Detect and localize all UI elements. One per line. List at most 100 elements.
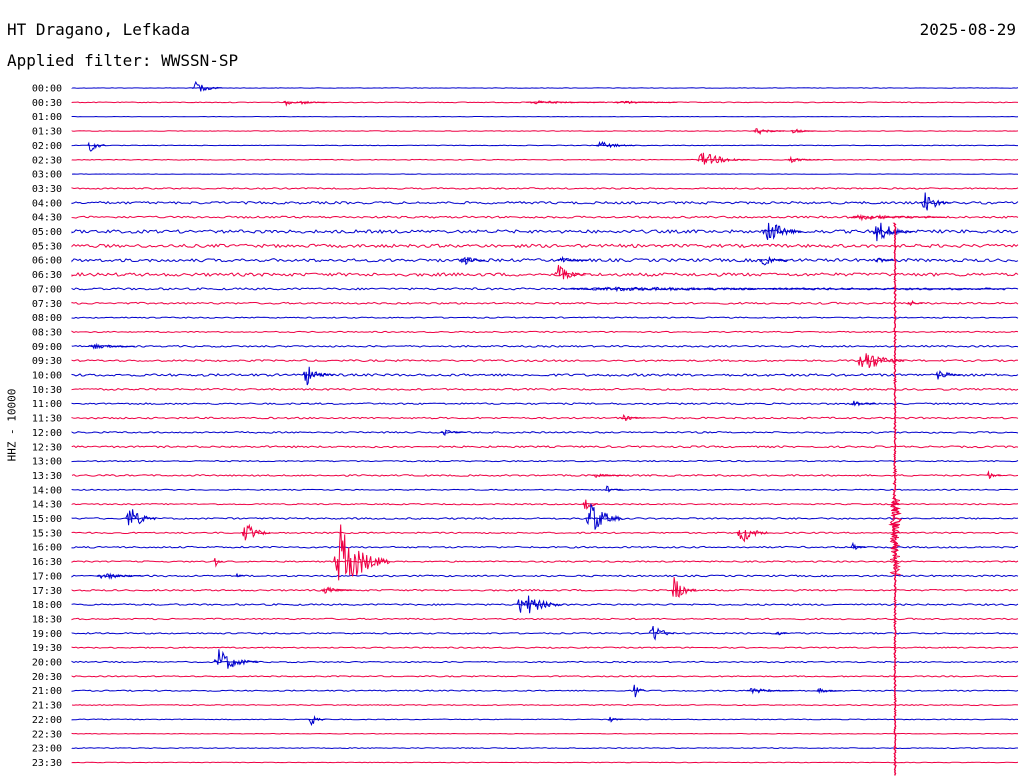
seismic-event-27 — [620, 414, 646, 422]
row-label: 10:00 — [32, 371, 62, 382]
trace-row-2130 — [71, 704, 1019, 707]
trace-row-0500 — [71, 229, 1019, 234]
long-event-burst — [889, 498, 902, 576]
trace-row-1700 — [71, 574, 1019, 578]
seismic-event-45 — [648, 625, 675, 641]
trace-row-0200 — [71, 144, 1018, 147]
seismic-event-35 — [241, 523, 271, 541]
seismic-event-34 — [585, 502, 624, 530]
channel-label: HHZ - 10000 — [5, 388, 19, 462]
row-label: 00:30 — [32, 98, 62, 109]
row-label: 19:00 — [32, 629, 62, 640]
row-label: 18:00 — [32, 600, 62, 611]
trace-row-0700 — [71, 287, 1019, 291]
row-label: 09:00 — [32, 342, 62, 353]
row-label: 06:30 — [32, 270, 62, 281]
row-label: 03:00 — [32, 170, 62, 181]
seismic-event-18 — [875, 257, 895, 263]
seismic-event-0 — [191, 80, 224, 92]
seismic-event-41 — [235, 572, 246, 578]
seismic-event-9 — [696, 152, 750, 165]
trace-row-0600 — [71, 257, 1019, 263]
seismic-event-46 — [775, 631, 788, 636]
trace-row-1730 — [71, 588, 1019, 592]
trace-row-2000 — [71, 660, 1019, 664]
row-label: 09:30 — [32, 356, 62, 367]
row-label: 21:00 — [32, 686, 62, 697]
seismic-event-12 — [850, 213, 945, 222]
row-label: 23:00 — [32, 744, 62, 755]
trace-row-0430 — [71, 215, 1019, 219]
seismic-event-38 — [213, 558, 224, 568]
trace-row-1830 — [71, 617, 1019, 621]
row-label-layer: 00:00 00:30 01:00 01:30 02:00 02:30 03:00 03:30… — [32, 84, 62, 769]
trace-row-0830 — [71, 330, 1019, 334]
row-label: 19:30 — [32, 643, 62, 654]
trace-row-0130 — [71, 130, 1019, 132]
row-label: 23:30 — [32, 758, 62, 769]
trace-row-1300 — [71, 459, 1019, 463]
seismic-event-51 — [308, 715, 327, 727]
row-label: 18:30 — [32, 614, 62, 625]
row-label: 13:00 — [32, 457, 62, 468]
trace-row-1130 — [71, 416, 1019, 420]
seismic-event-48 — [632, 684, 646, 698]
trace-row-1900 — [71, 631, 1019, 635]
long-vertical-event — [888, 222, 903, 776]
row-label: 04:00 — [32, 198, 62, 209]
seismic-event-14 — [872, 222, 913, 242]
seismic-event-29 — [986, 470, 1002, 480]
seismic-event-24 — [301, 366, 334, 386]
seismic-event-16 — [557, 255, 589, 263]
seismic-event-50 — [815, 687, 842, 695]
trace-row-0630 — [71, 272, 1019, 277]
trace-row-1100 — [71, 402, 1019, 406]
row-label: 13:30 — [32, 471, 62, 482]
seismic-event-23 — [856, 353, 905, 369]
trace-row-0230 — [71, 158, 1019, 161]
seismic-event-25 — [935, 370, 962, 380]
seismic-event-52 — [607, 716, 624, 723]
seismic-event-21 — [907, 299, 923, 307]
trace-row-0800 — [71, 316, 1019, 319]
trace-row-0730 — [71, 301, 1019, 305]
row-label: 01:00 — [32, 112, 62, 123]
trace-row-1430 — [71, 503, 1019, 506]
trace-row-1930 — [71, 646, 1019, 649]
row-label: 04:30 — [32, 213, 62, 224]
trace-row-1800 — [71, 603, 1019, 607]
trace-row-0400 — [71, 200, 1019, 205]
row-label: 22:00 — [32, 715, 62, 726]
station-title: HT Dragano, Lefkada — [7, 20, 191, 39]
trace-row-1000 — [71, 373, 1019, 377]
trace-row-2100 — [71, 689, 1019, 692]
row-label: 10:30 — [32, 385, 62, 396]
seismic-event-49 — [746, 688, 794, 695]
seismic-event-2 — [298, 100, 328, 105]
seismic-event-17 — [759, 255, 788, 266]
event-layer — [87, 80, 1005, 776]
seismic-event-40 — [97, 572, 145, 580]
row-label: 07:00 — [32, 284, 62, 295]
row-label: 05:00 — [32, 227, 62, 238]
row-label: 02:00 — [32, 141, 62, 152]
trace-row-1230 — [71, 445, 1019, 449]
seismic-event-3 — [526, 100, 605, 105]
date-label: 2025-08-29 — [919, 20, 1016, 39]
seismic-event-10 — [787, 155, 819, 164]
trace-row-1530 — [71, 531, 1019, 535]
seismic-event-13 — [762, 222, 803, 241]
seismic-event-33 — [125, 509, 157, 526]
seismic-event-8 — [595, 140, 636, 149]
seismic-event-26 — [850, 400, 876, 407]
seismic-event-11 — [919, 192, 952, 211]
trace-row-1630 — [71, 560, 1019, 563]
trace-row-1330 — [71, 474, 1019, 477]
seismic-event-31 — [604, 485, 623, 493]
seismic-event-37 — [850, 541, 866, 551]
seismic-event-4 — [614, 100, 678, 105]
row-label: 16:30 — [32, 557, 62, 568]
trace-row-2200 — [71, 718, 1019, 721]
trace-row-1030 — [71, 387, 1019, 391]
